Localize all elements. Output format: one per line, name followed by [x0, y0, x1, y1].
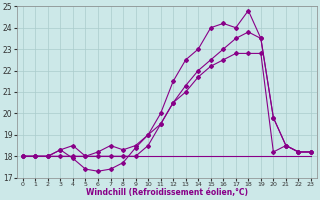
X-axis label: Windchill (Refroidissement éolien,°C): Windchill (Refroidissement éolien,°C)	[86, 188, 248, 197]
